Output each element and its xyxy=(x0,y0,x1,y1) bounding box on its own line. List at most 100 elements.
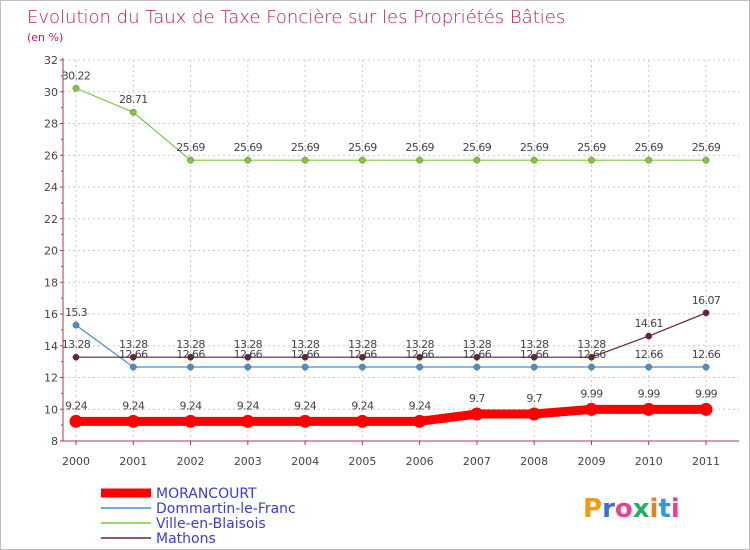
y-tick-label-8: 8 xyxy=(51,435,58,448)
data-label-mathons-2009: 13.28 xyxy=(577,338,606,351)
data-label-dommartin-le-franc-2011: 12.66 xyxy=(692,348,721,361)
legend-label-ville-en-blaisois: Ville-en-Blaisois xyxy=(156,516,266,532)
point-mathons-2007 xyxy=(473,353,481,361)
data-label-ville-en-blaisois-2007: 25.69 xyxy=(463,141,492,154)
y-tick-label-20: 20 xyxy=(44,245,58,258)
unit-label: (en %) xyxy=(27,31,63,44)
point-morancourt-2008 xyxy=(527,407,541,421)
y-tick-label-26: 26 xyxy=(44,149,58,162)
data-label-morancourt-2004: 9.24 xyxy=(294,399,317,412)
point-morancourt-2009 xyxy=(584,402,598,416)
data-label-ville-en-blaisois-2001: 28.71 xyxy=(119,93,148,106)
legend-label-morancourt: MORANCOURT xyxy=(156,486,257,502)
y-tick-label-22: 22 xyxy=(44,213,58,226)
legend-label-mathons: Mathons xyxy=(156,531,216,547)
data-label-mathons-2008: 13.28 xyxy=(520,338,549,351)
point-dommartin-le-franc-2005 xyxy=(358,363,366,371)
point-dommartin-le-franc-2001 xyxy=(129,363,137,371)
data-label-morancourt-2011: 9.99 xyxy=(695,387,718,400)
point-morancourt-2003 xyxy=(241,414,255,428)
point-dommartin-le-franc-2007 xyxy=(473,363,481,371)
data-label-dommartin-le-franc-2007: 12.66 xyxy=(463,348,492,361)
data-label-mathons-2007: 13.28 xyxy=(463,338,492,351)
data-label-dommartin-le-franc-2000: 15.3 xyxy=(65,306,88,319)
data-label-ville-en-blaisois-2005: 25.69 xyxy=(348,141,377,154)
x-tick-label-2010: 2010 xyxy=(635,455,663,468)
point-ville-en-blaisois-2000 xyxy=(72,84,80,92)
data-label-morancourt-2006: 9.24 xyxy=(409,399,432,412)
y-tick-label-18: 18 xyxy=(44,276,58,289)
data-label-mathons-2001: 13.28 xyxy=(119,338,148,351)
data-label-morancourt-2010: 9.99 xyxy=(638,387,661,400)
data-label-dommartin-le-franc-2009: 12.66 xyxy=(577,348,606,361)
point-ville-en-blaisois-2010 xyxy=(645,156,653,164)
grid xyxy=(63,59,739,442)
x-tick-label-2001: 2001 xyxy=(119,455,147,468)
point-mathons-2006 xyxy=(416,353,424,361)
point-ville-en-blaisois-2006 xyxy=(416,156,424,164)
y-tick-label-32: 32 xyxy=(44,54,58,67)
data-label-mathons-2010: 14.61 xyxy=(634,317,663,330)
point-ville-en-blaisois-2009 xyxy=(588,156,595,164)
logo-text: Proxiti xyxy=(583,494,680,524)
point-ville-en-blaisois-2001 xyxy=(129,108,137,116)
point-ville-en-blaisois-2007 xyxy=(473,156,481,164)
legend-label-dommartin-le-franc: Dommartin-le-Franc xyxy=(156,501,296,517)
point-dommartin-le-franc-2010 xyxy=(645,363,653,371)
data-labels: 30.22 28.71 25.69 25.69 25.69 25.69 25.69 25.69… xyxy=(62,69,722,412)
data-label-morancourt-2007: 9.7 xyxy=(469,392,485,405)
point-dommartin-le-franc-2003 xyxy=(244,363,252,371)
proxiti-logo: Proxiti xyxy=(583,494,680,524)
data-label-ville-en-blaisois-2011: 25.69 xyxy=(692,141,721,154)
point-ville-en-blaisois-2004 xyxy=(301,156,309,164)
point-dommartin-le-franc-2009 xyxy=(588,363,595,371)
data-label-mathons-2004: 13.28 xyxy=(291,338,320,351)
data-label-dommartin-le-franc-2004: 12.66 xyxy=(291,348,320,361)
point-morancourt-2006 xyxy=(413,414,427,428)
point-mathons-2002 xyxy=(187,353,194,361)
data-label-ville-en-blaisois-2003: 25.69 xyxy=(234,141,263,154)
series-line-dommartin-le-franc xyxy=(75,324,707,368)
point-dommartin-le-franc-2000 xyxy=(72,321,80,329)
x-tick-label-2006: 2006 xyxy=(406,455,434,468)
point-dommartin-le-franc-2006 xyxy=(416,363,424,371)
point-ville-en-blaisois-2005 xyxy=(358,156,366,164)
point-dommartin-le-franc-2002 xyxy=(187,363,194,371)
data-label-morancourt-2001: 9.24 xyxy=(122,399,145,412)
point-morancourt-2011 xyxy=(699,402,713,416)
point-mathons-2008 xyxy=(530,353,538,361)
series-line-mathons xyxy=(75,312,707,358)
data-label-dommartin-le-franc-2005: 12.66 xyxy=(348,348,377,361)
x-tick-label-2011: 2011 xyxy=(692,455,720,468)
data-label-ville-en-blaisois-2008: 25.69 xyxy=(520,141,549,154)
series-layer xyxy=(69,84,713,428)
data-label-ville-en-blaisois-2000: 30.22 xyxy=(62,69,91,82)
data-label-ville-en-blaisois-2010: 25.69 xyxy=(634,141,663,154)
point-morancourt-2002 xyxy=(184,414,198,428)
y-tick-label-14: 14 xyxy=(44,340,58,353)
point-mathons-2009 xyxy=(588,353,595,361)
x-tick-label-2003: 2003 xyxy=(234,455,262,468)
point-morancourt-2007 xyxy=(470,407,484,421)
data-label-mathons-2006: 13.28 xyxy=(405,338,434,351)
data-label-mathons-2011: 16.07 xyxy=(692,294,721,307)
data-label-mathons-2005: 13.28 xyxy=(348,338,377,351)
data-label-dommartin-le-franc-2003: 12.66 xyxy=(234,348,263,361)
point-mathons-2001 xyxy=(129,353,137,361)
x-tick-label-2002: 2002 xyxy=(177,455,205,468)
y-tick-label-24: 24 xyxy=(44,181,58,194)
data-label-mathons-2002: 13.28 xyxy=(176,338,205,351)
point-morancourt-2010 xyxy=(642,402,656,416)
data-label-morancourt-2002: 9.24 xyxy=(179,399,202,412)
point-dommartin-le-franc-2011 xyxy=(702,363,710,371)
y-tick-label-30: 30 xyxy=(44,86,58,99)
point-ville-en-blaisois-2003 xyxy=(244,156,252,164)
data-label-ville-en-blaisois-2002: 25.69 xyxy=(176,141,205,154)
y-tick-label-12: 12 xyxy=(44,372,58,385)
point-dommartin-le-franc-2004 xyxy=(301,363,309,371)
point-mathons-2010 xyxy=(645,332,653,340)
series-line-morancourt xyxy=(71,404,711,426)
data-label-mathons-2000: 13.28 xyxy=(62,338,91,351)
chart-title: Evolution du Taux de Taxe Foncière sur l… xyxy=(27,7,565,28)
